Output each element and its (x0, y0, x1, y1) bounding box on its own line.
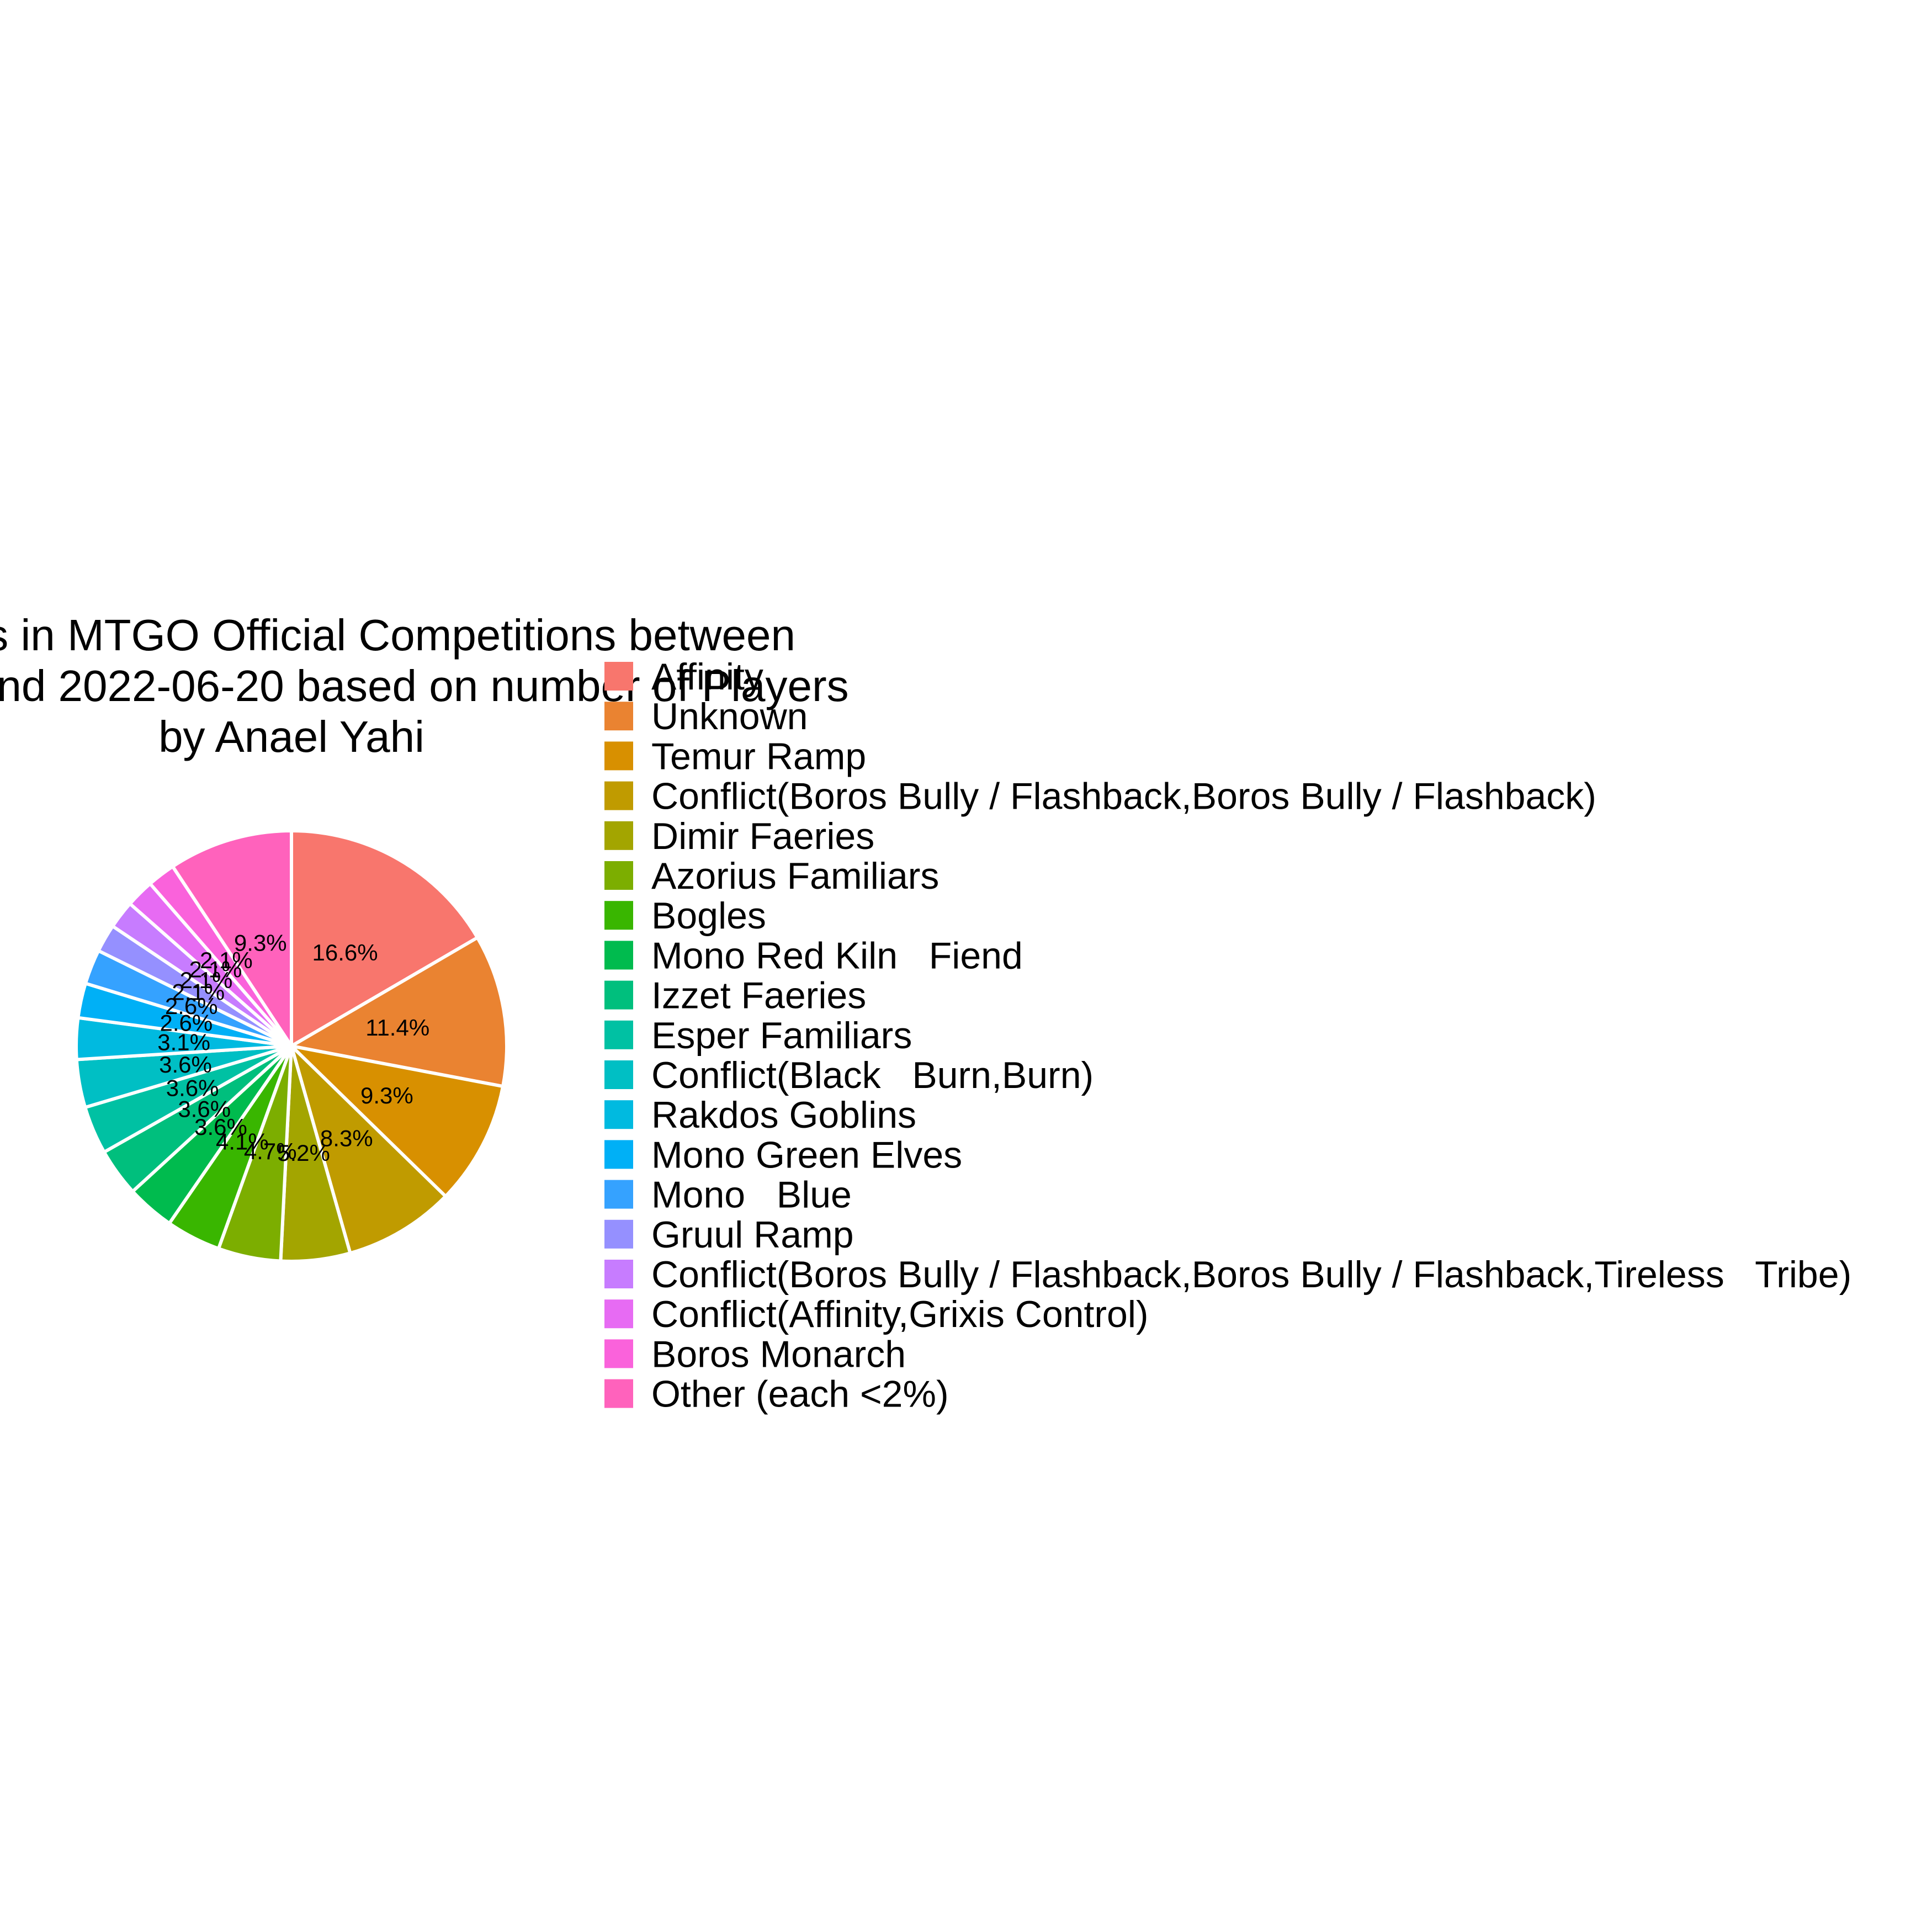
pie-slices (75, 829, 508, 1263)
legend-label: Other (each <2%) (651, 1373, 949, 1415)
legend-swatch (604, 1379, 633, 1408)
legend-label: Unknown (651, 696, 808, 737)
legend-swatch (604, 741, 633, 771)
legend-swatch (604, 821, 633, 850)
legend-label: Izzet Faeries (651, 975, 866, 1017)
slice-label: 9.3% (234, 930, 287, 956)
slice-label: 11.4% (365, 1015, 429, 1041)
legend-swatch (604, 941, 633, 970)
legend-swatch (604, 1299, 633, 1329)
chart-title-line-2: 2022-06-13 and 2022-06-20 based on numbe… (0, 661, 849, 710)
legend-label: Azorius Familiars (651, 855, 939, 897)
legend-label: Affinity (651, 656, 763, 698)
slice-label: 3.6% (159, 1052, 212, 1078)
legend-label: Dimir Faeries (651, 815, 874, 857)
legend-label: Mono Blue (651, 1174, 852, 1216)
legend-swatch (604, 1219, 633, 1249)
slice-label: 2.6% (160, 1010, 213, 1036)
slice-label: 3.6% (178, 1096, 231, 1122)
chart-title-line-1: Archetypes in MTGO Official Competitions… (0, 611, 795, 660)
legend-swatch (604, 1339, 633, 1368)
legend-swatch (604, 702, 633, 731)
pie-slice-labels: 16.6%11.4%9.3%8.3%5.2%4.7%4.1%3.6%3.6%3.… (157, 930, 429, 1166)
slice-label: 8.3% (320, 1126, 373, 1151)
legend-swatch (604, 980, 633, 1010)
legend-swatch (604, 861, 633, 890)
legend-label: Gruul Ramp (651, 1214, 854, 1256)
legend-label: Conflict(Boros Bully / Flashback,Boros B… (651, 1254, 1851, 1296)
chart-subtitle: by Anael Yahi (158, 712, 424, 761)
legend-swatch (604, 1100, 633, 1129)
legend-swatch (604, 1020, 633, 1049)
legend-label: Mono Red Kiln Fiend (651, 935, 1023, 976)
slice-label: 3.1% (157, 1029, 210, 1055)
slice-label: 5.2% (277, 1140, 330, 1166)
slice-label: 3.6% (194, 1114, 247, 1140)
legend-label: Conflict(Affinity,Grixis Control) (651, 1293, 1149, 1335)
pie-slice (170, 829, 293, 1052)
pie-slice (286, 1043, 505, 1199)
slice-label: 2.1% (189, 957, 242, 983)
slice-label: 2.6% (165, 993, 218, 1019)
legend-label: Bogles (651, 895, 766, 937)
legend-label: Conflict(Black Burn,Burn) (651, 1054, 1094, 1096)
legend-label: Rakdos Goblins (651, 1094, 916, 1136)
pie-slice (286, 935, 508, 1089)
legend-swatch (604, 662, 633, 691)
legend-swatch (604, 1060, 633, 1089)
slice-label: 2.1% (200, 947, 253, 973)
slice-label: 9.3% (360, 1082, 413, 1108)
slice-label: 4.7% (244, 1138, 297, 1164)
legend-label: Temur Ramp (651, 735, 866, 777)
legend-swatch (604, 1140, 633, 1169)
legend-swatch (604, 781, 633, 810)
legend-label: Mono Green Elves (651, 1134, 962, 1176)
slice-label: 16.6% (312, 940, 378, 965)
slice-label: 2.1% (172, 979, 225, 1005)
pie-slice (290, 829, 480, 1049)
legend-swatch (604, 1180, 633, 1209)
slice-label: 4.1% (216, 1129, 269, 1155)
pie-slice (288, 1041, 448, 1255)
slice-label: 2.1% (180, 967, 233, 993)
legend-swatch (604, 1260, 633, 1288)
legend-label: Conflict(Boros Bully / Flashback,Boros B… (651, 776, 1596, 818)
slice-label: 3.6% (166, 1075, 219, 1101)
chart-title: Archetypes in MTGO Official Competitions… (0, 611, 849, 761)
legend-label: Esper Familiars (651, 1015, 912, 1057)
legend-label: Boros Monarch (651, 1333, 906, 1375)
legend-swatch (604, 901, 633, 930)
